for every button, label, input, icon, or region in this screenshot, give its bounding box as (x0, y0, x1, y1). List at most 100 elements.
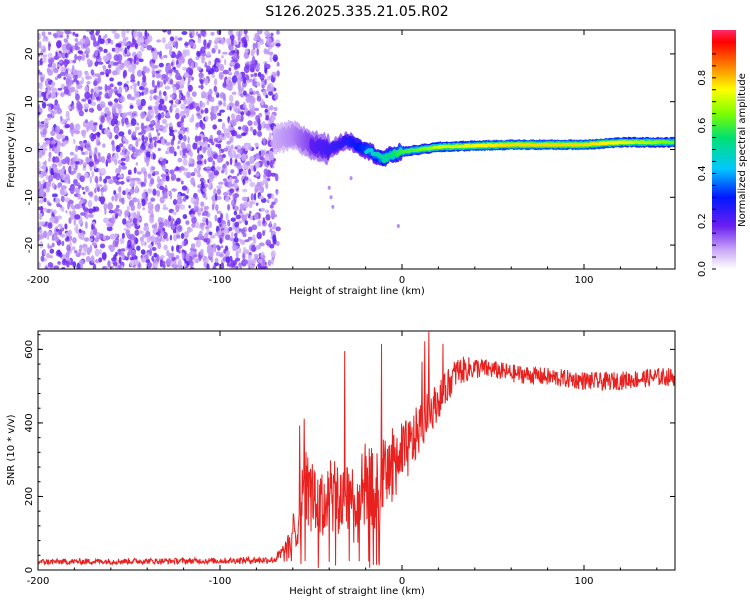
noise-speckle (56, 40, 62, 49)
noise-speckle (204, 140, 209, 149)
noise-speckle (214, 37, 218, 43)
noise-speckle (235, 31, 239, 37)
noise-speckle (61, 259, 68, 266)
noise-speckle (97, 75, 102, 84)
noise-speckle (117, 47, 122, 51)
noise-speckle (147, 208, 154, 214)
noise-speckle (113, 254, 117, 260)
noise-speckle (189, 102, 194, 110)
noise-speckle (222, 178, 227, 182)
noise-speckle (202, 146, 207, 154)
noise-speckle (197, 147, 200, 154)
noise-speckle (77, 158, 82, 162)
noise-speckle (191, 61, 195, 70)
noise-speckle (81, 76, 85, 85)
noise-speckle (39, 229, 43, 236)
noise-speckle (183, 171, 187, 176)
noise-speckle (210, 105, 216, 113)
noise-speckle (57, 87, 63, 91)
noise-speckle (240, 230, 245, 234)
noise-speckle (176, 121, 183, 128)
noise-speckle (141, 113, 146, 117)
noise-speckle (210, 250, 214, 257)
noise-speckle (263, 123, 270, 129)
noise-speckle (142, 65, 148, 73)
noise-speckle (204, 107, 209, 114)
noise-speckle (255, 172, 260, 177)
noise-speckle (203, 238, 208, 243)
noise-speckle (149, 248, 153, 257)
noise-speckle (241, 196, 248, 202)
noise-speckle (127, 223, 132, 227)
noise-speckle (102, 265, 108, 269)
noise-speckle (87, 99, 92, 105)
noise-speckle (215, 204, 219, 212)
noise-speckle (231, 75, 238, 83)
noise-speckle (178, 90, 183, 93)
noise-speckle (145, 151, 151, 157)
noise-speckle (222, 97, 227, 102)
noise-speckle (234, 100, 240, 107)
noise-speckle (225, 256, 231, 264)
noise-speckle (66, 43, 72, 51)
noise-speckle (223, 147, 229, 152)
noise-speckle (276, 62, 280, 67)
noise-speckle (237, 148, 243, 153)
noise-speckle (200, 122, 206, 130)
noise-speckle (234, 178, 239, 184)
noise-speckle (208, 231, 213, 236)
noise-speckle (61, 206, 65, 212)
noise-speckle (255, 244, 261, 250)
noise-speckle (113, 98, 119, 103)
noise-speckle (48, 57, 54, 65)
noise-speckle (46, 231, 53, 237)
noise-speckle (175, 255, 180, 260)
noise-speckle (196, 50, 201, 57)
noise-speckle (140, 256, 147, 263)
colorbar-tick-label: 0.0 (697, 261, 708, 277)
noise-speckle (165, 112, 170, 119)
noise-speckle (185, 253, 190, 262)
noise-speckle (165, 175, 170, 182)
noise-speckle (242, 259, 249, 265)
noise-speckle (66, 244, 71, 252)
noise-speckle (193, 237, 200, 241)
noise-speckle (47, 31, 52, 35)
noise-speckle (183, 99, 188, 105)
spectrogram-marks (38, 30, 675, 269)
noise-speckle (38, 53, 41, 57)
noise-speckle (176, 244, 180, 253)
noise-speckle (124, 209, 130, 217)
noise-speckle (69, 151, 75, 156)
noise-speckle (128, 247, 133, 256)
noise-speckle (188, 205, 191, 209)
noise-speckle (165, 141, 171, 146)
noise-speckle (249, 181, 256, 188)
noise-speckle (204, 77, 209, 86)
noise-speckle (141, 198, 146, 207)
noise-speckle (227, 219, 231, 227)
noise-speckle (82, 198, 86, 204)
noise-speckle (215, 166, 222, 172)
noise-speckle (128, 66, 133, 73)
noise-speckle (114, 240, 119, 248)
noise-speckle (116, 204, 120, 209)
noise-speckle (181, 185, 188, 191)
noise-speckle (60, 142, 66, 147)
noise-speckle (85, 156, 89, 164)
noise-speckle (160, 139, 165, 144)
noise-speckle (48, 43, 51, 52)
noise-speckle (89, 120, 94, 127)
noise-speckle (152, 52, 158, 60)
noise-speckle (150, 235, 156, 243)
noise-speckle (231, 175, 238, 180)
noise-speckle (259, 186, 265, 194)
noise-speckle (234, 245, 239, 251)
noise-speckle (233, 183, 238, 190)
snr-axes: -200 -100 0 100 0 200 400 600 (24, 331, 675, 587)
noise-speckle (215, 90, 218, 96)
noise-speckle (186, 96, 193, 104)
noise-speckle (65, 110, 70, 118)
noise-speckle (212, 124, 217, 130)
noise-speckle (65, 76, 72, 85)
